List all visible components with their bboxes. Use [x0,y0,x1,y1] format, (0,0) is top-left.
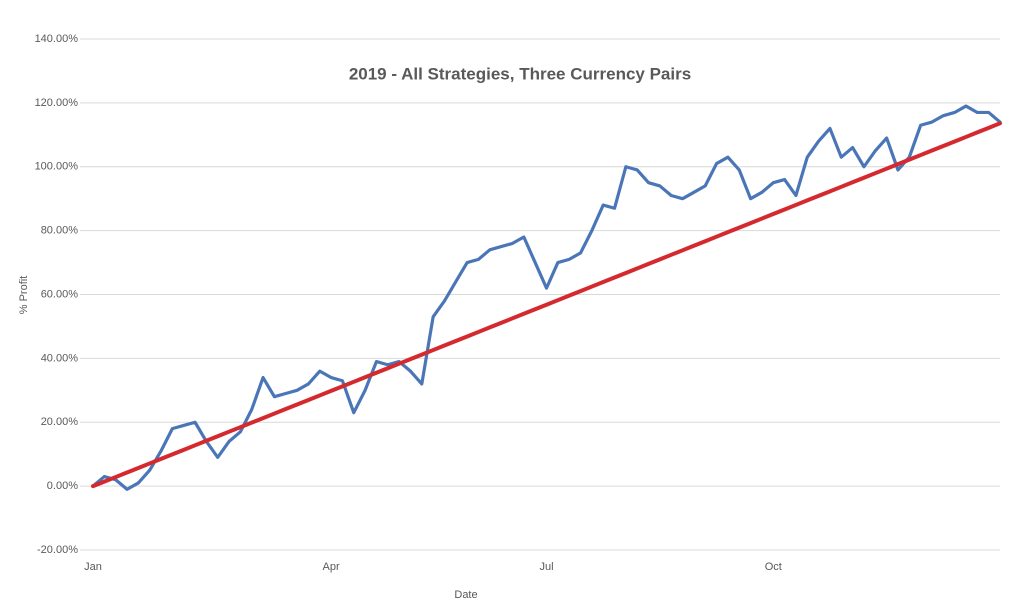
y-tick-label: 120.00% [35,97,79,109]
x-tick-label: Jan [84,561,102,573]
y-tick-label: 20.00% [41,416,79,428]
y-tick-label: 80.00% [41,225,79,237]
x-tick-label: Oct [765,561,782,573]
data-line [91,121,1002,489]
y-tick-label: 140.00% [35,33,79,45]
y-tick-label: 100.00% [35,161,79,173]
y-tick-label: 40.00% [41,352,79,364]
x-axis-label: Date [454,589,477,601]
y-tick-label: 0.00% [47,480,78,492]
y-axis-label: % Profit [18,276,30,315]
y-tick-label: -20.00% [37,544,78,556]
x-tick-label: Jul [539,561,553,573]
x-tick-label: Apr [323,561,340,573]
chart-title: 2019 - All Strategies, Three Currency Pa… [349,64,691,83]
y-tick-label: 60.00% [41,288,79,300]
